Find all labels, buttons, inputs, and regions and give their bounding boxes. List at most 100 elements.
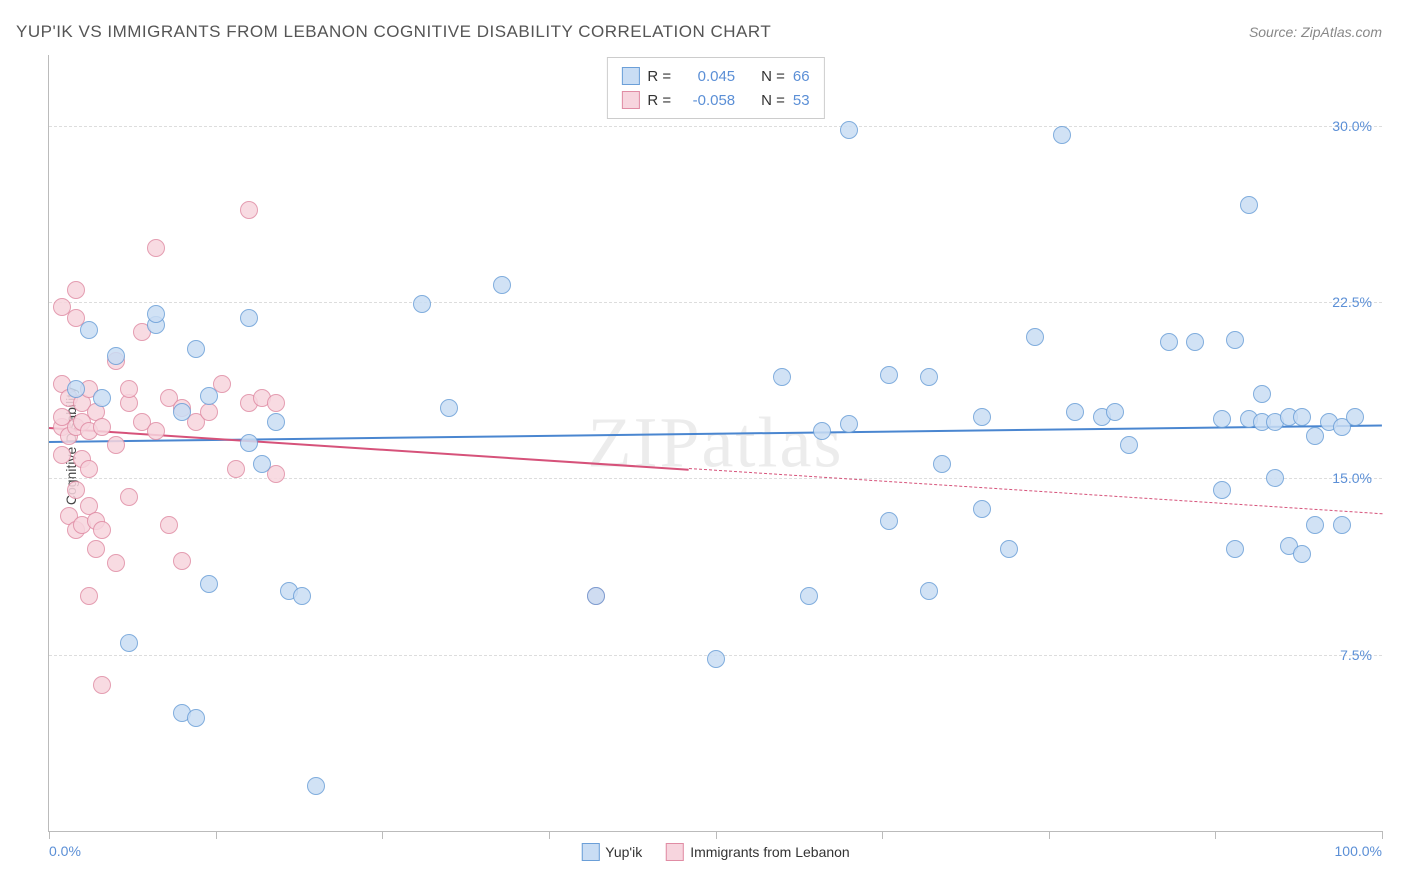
scatter-point xyxy=(1346,408,1364,426)
legend-swatch-pink xyxy=(666,843,684,861)
y-tick-label: 22.5% xyxy=(1332,294,1372,310)
y-tick-label: 30.0% xyxy=(1332,118,1372,134)
scatter-point xyxy=(840,415,858,433)
scatter-point xyxy=(1293,545,1311,563)
scatter-point xyxy=(413,295,431,313)
scatter-point xyxy=(973,500,991,518)
legend-item-1: Yup'ik xyxy=(581,843,642,861)
y-tick-label: 7.5% xyxy=(1340,647,1372,663)
scatter-point xyxy=(227,460,245,478)
scatter-point xyxy=(120,380,138,398)
source-label: Source: ZipAtlas.com xyxy=(1249,24,1382,40)
scatter-point xyxy=(1253,385,1271,403)
scatter-point xyxy=(147,305,165,323)
n-value-1: 66 xyxy=(793,68,810,85)
scatter-point xyxy=(80,587,98,605)
x-tick xyxy=(216,831,217,839)
scatter-point xyxy=(1053,126,1071,144)
scatter-point xyxy=(147,422,165,440)
x-tick xyxy=(716,831,717,839)
scatter-point xyxy=(880,366,898,384)
x-tick xyxy=(1215,831,1216,839)
scatter-point xyxy=(493,276,511,294)
r-value-2: -0.058 xyxy=(679,92,735,109)
scatter-point xyxy=(107,554,125,572)
scatter-point xyxy=(93,521,111,539)
scatter-point xyxy=(293,587,311,605)
scatter-point xyxy=(307,777,325,795)
scatter-point xyxy=(93,418,111,436)
scatter-point xyxy=(267,394,285,412)
plot-area: ZIPatlas R = 0.045 N = 66 R = -0.058 N =… xyxy=(48,55,1382,832)
r-label: R = xyxy=(647,92,671,109)
scatter-point xyxy=(1066,403,1084,421)
legend-label-2: Immigrants from Lebanon xyxy=(690,844,850,860)
scatter-point xyxy=(1226,331,1244,349)
scatter-point xyxy=(1000,540,1018,558)
scatter-point xyxy=(93,676,111,694)
legend-swatch-blue xyxy=(621,67,639,85)
scatter-point xyxy=(440,399,458,417)
scatter-point xyxy=(1226,540,1244,558)
x-tick xyxy=(549,831,550,839)
r-value-1: 0.045 xyxy=(679,68,735,85)
scatter-point xyxy=(920,368,938,386)
r-label: R = xyxy=(647,68,671,85)
n-label: N = xyxy=(761,92,785,109)
chart-title: YUP'IK VS IMMIGRANTS FROM LEBANON COGNIT… xyxy=(16,22,771,42)
legend-swatch-pink xyxy=(621,91,639,109)
scatter-point xyxy=(1306,427,1324,445)
scatter-point xyxy=(67,481,85,499)
legend-swatch-blue xyxy=(581,843,599,861)
scatter-point xyxy=(80,460,98,478)
scatter-point xyxy=(880,512,898,530)
correlation-legend: R = 0.045 N = 66 R = -0.058 N = 53 xyxy=(606,57,824,119)
legend-row-2: R = -0.058 N = 53 xyxy=(621,88,809,112)
scatter-point xyxy=(173,403,191,421)
scatter-point xyxy=(800,587,818,605)
watermark-text: ZIPatlas xyxy=(588,402,844,485)
scatter-point xyxy=(240,309,258,327)
scatter-point xyxy=(107,347,125,365)
scatter-point xyxy=(147,239,165,257)
scatter-point xyxy=(1026,328,1044,346)
scatter-point xyxy=(107,436,125,454)
scatter-point xyxy=(53,446,71,464)
x-tick-label: 100.0% xyxy=(1335,843,1382,859)
scatter-point xyxy=(1213,481,1231,499)
trend-line xyxy=(49,427,689,471)
x-tick-label: 0.0% xyxy=(49,843,81,859)
gridline xyxy=(49,478,1382,479)
x-tick xyxy=(49,831,50,839)
scatter-point xyxy=(1160,333,1178,351)
scatter-point xyxy=(253,455,271,473)
scatter-point xyxy=(80,321,98,339)
scatter-point xyxy=(1106,403,1124,421)
scatter-point xyxy=(240,434,258,452)
scatter-point xyxy=(933,455,951,473)
scatter-point xyxy=(267,413,285,431)
scatter-point xyxy=(1240,196,1258,214)
legend-row-1: R = 0.045 N = 66 xyxy=(621,64,809,88)
x-tick xyxy=(882,831,883,839)
scatter-point xyxy=(840,121,858,139)
scatter-point xyxy=(1293,408,1311,426)
scatter-point xyxy=(187,709,205,727)
scatter-point xyxy=(67,380,85,398)
x-tick xyxy=(1049,831,1050,839)
scatter-point xyxy=(773,368,791,386)
scatter-point xyxy=(187,340,205,358)
scatter-point xyxy=(1333,516,1351,534)
series-legend: Yup'ik Immigrants from Lebanon xyxy=(581,843,849,861)
scatter-point xyxy=(173,552,191,570)
n-label: N = xyxy=(761,68,785,85)
legend-label-1: Yup'ik xyxy=(605,844,642,860)
scatter-point xyxy=(93,389,111,407)
scatter-point xyxy=(200,387,218,405)
n-value-2: 53 xyxy=(793,92,810,109)
scatter-point xyxy=(120,634,138,652)
scatter-point xyxy=(240,201,258,219)
y-tick-label: 15.0% xyxy=(1332,470,1372,486)
x-tick xyxy=(1382,831,1383,839)
scatter-point xyxy=(707,650,725,668)
